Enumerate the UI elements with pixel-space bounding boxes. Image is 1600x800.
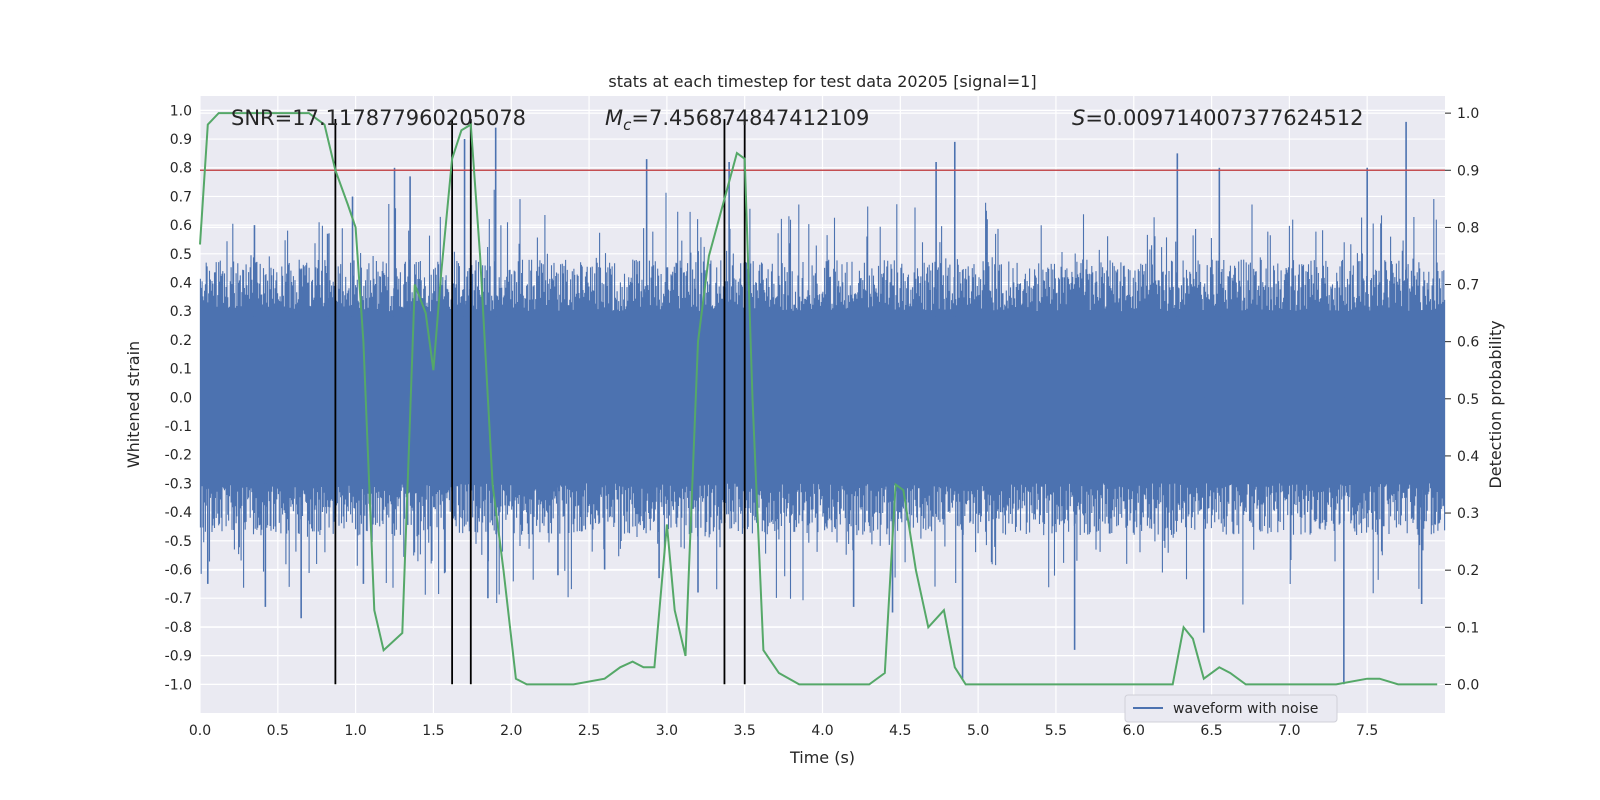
y-tick-label: 0.6	[170, 218, 192, 234]
x-tick-label: 1.5	[422, 723, 444, 739]
mc-subscript: c	[623, 116, 632, 134]
y-tick-label: 0.0	[170, 390, 192, 406]
y2-tick-label: 0.9	[1457, 163, 1479, 179]
s-annotation: S=0.009714007377624512	[1072, 106, 1363, 130]
chirp-mass-annotation: Mc=7.456874847412109	[605, 106, 869, 134]
x-tick-label: 4.0	[811, 723, 833, 739]
y2-tick-label: 0.5	[1457, 392, 1479, 408]
axes: 0.0 0.5 1.0 1.5 2.0 2.5 3.0 3.5 4.0 4.5 5.0 5.5 6.0 6…	[165, 103, 1480, 739]
y-tick-label: -1.0	[165, 677, 192, 693]
chart-title: stats at each timestep for test data 202…	[608, 72, 1036, 91]
y-tick-label: 0.1	[170, 362, 192, 378]
waveform-series	[199, 121, 1446, 685]
x-tick-label: 2.5	[578, 723, 600, 739]
y2-tick-label: 0.0	[1457, 677, 1479, 693]
y2-axis-label: Detection probability	[1486, 320, 1505, 488]
reference-lines	[200, 118, 1445, 685]
y-tick-label: -0.5	[165, 534, 192, 550]
y2-tick-label: 0.3	[1457, 506, 1479, 522]
y-tick-label: 0.3	[170, 304, 192, 320]
y-tick-label: 0.9	[170, 132, 192, 148]
y-tick-label: -0.2	[165, 448, 192, 464]
y-tick-label: -0.8	[165, 620, 192, 636]
x-tick-label: 4.5	[889, 723, 911, 739]
probability-series	[199, 112, 1438, 686]
y2-tick-label: 0.6	[1457, 335, 1479, 351]
x-tick-label: 3.5	[734, 723, 756, 739]
y2-tick-label: 0.4	[1457, 449, 1479, 465]
y-axis-label: Whitened strain	[124, 341, 143, 468]
x-tick-label: 5.5	[1045, 723, 1067, 739]
y-tick-label: -0.1	[165, 419, 192, 435]
y-tick-label: 0.7	[170, 189, 192, 205]
x-tick-label: 7.5	[1356, 723, 1378, 739]
y-tick-label: -0.9	[165, 649, 192, 665]
waveform-core	[200, 316, 1445, 484]
y-tick-label: -0.7	[165, 591, 192, 607]
y-tick-label: -0.4	[165, 505, 192, 521]
x-tick-label: 7.0	[1278, 723, 1300, 739]
s-symbol: S	[1072, 106, 1085, 130]
s-value: =0.009714007377624512	[1085, 106, 1363, 130]
legend-box	[1124, 694, 1338, 723]
y2-tick-label: 0.7	[1457, 278, 1479, 294]
y2-tick-label: 0.2	[1457, 563, 1479, 579]
x-tick-label: 3.0	[656, 723, 678, 739]
snr-annotation: SNR=17.117877960205078	[231, 106, 526, 130]
y2-tick-label: 1.0	[1457, 106, 1479, 122]
y2-tick-label: 0.8	[1457, 220, 1479, 236]
x-tick-label: 6.0	[1123, 723, 1145, 739]
x-tick-label: 0.0	[189, 723, 211, 739]
mc-value: =7.456874847412109	[631, 106, 869, 130]
y-tick-label: 0.5	[170, 247, 192, 263]
y-tick-label: 0.4	[170, 276, 192, 292]
x-tick-label: 5.0	[967, 723, 989, 739]
x-tick-label: 1.0	[344, 723, 366, 739]
x-tick-label: 6.5	[1200, 723, 1222, 739]
y-tick-label: -0.3	[165, 476, 192, 492]
y-tick-label: 0.2	[170, 333, 192, 349]
x-axis-label: Time (s)	[789, 748, 855, 767]
probability-line	[199, 112, 1438, 686]
y-tick-label: 0.8	[170, 161, 192, 177]
legend: waveform with noise	[1124, 694, 1338, 723]
y-tick-label: -0.6	[165, 563, 192, 579]
mc-symbol: M	[605, 106, 623, 130]
y-tick-label: 1.0	[170, 103, 192, 119]
x-tick-label: 0.5	[267, 723, 289, 739]
x-tick-label: 2.0	[500, 723, 522, 739]
legend-label-waveform: waveform with noise	[1173, 701, 1318, 717]
y2-tick-label: 0.1	[1457, 620, 1479, 636]
